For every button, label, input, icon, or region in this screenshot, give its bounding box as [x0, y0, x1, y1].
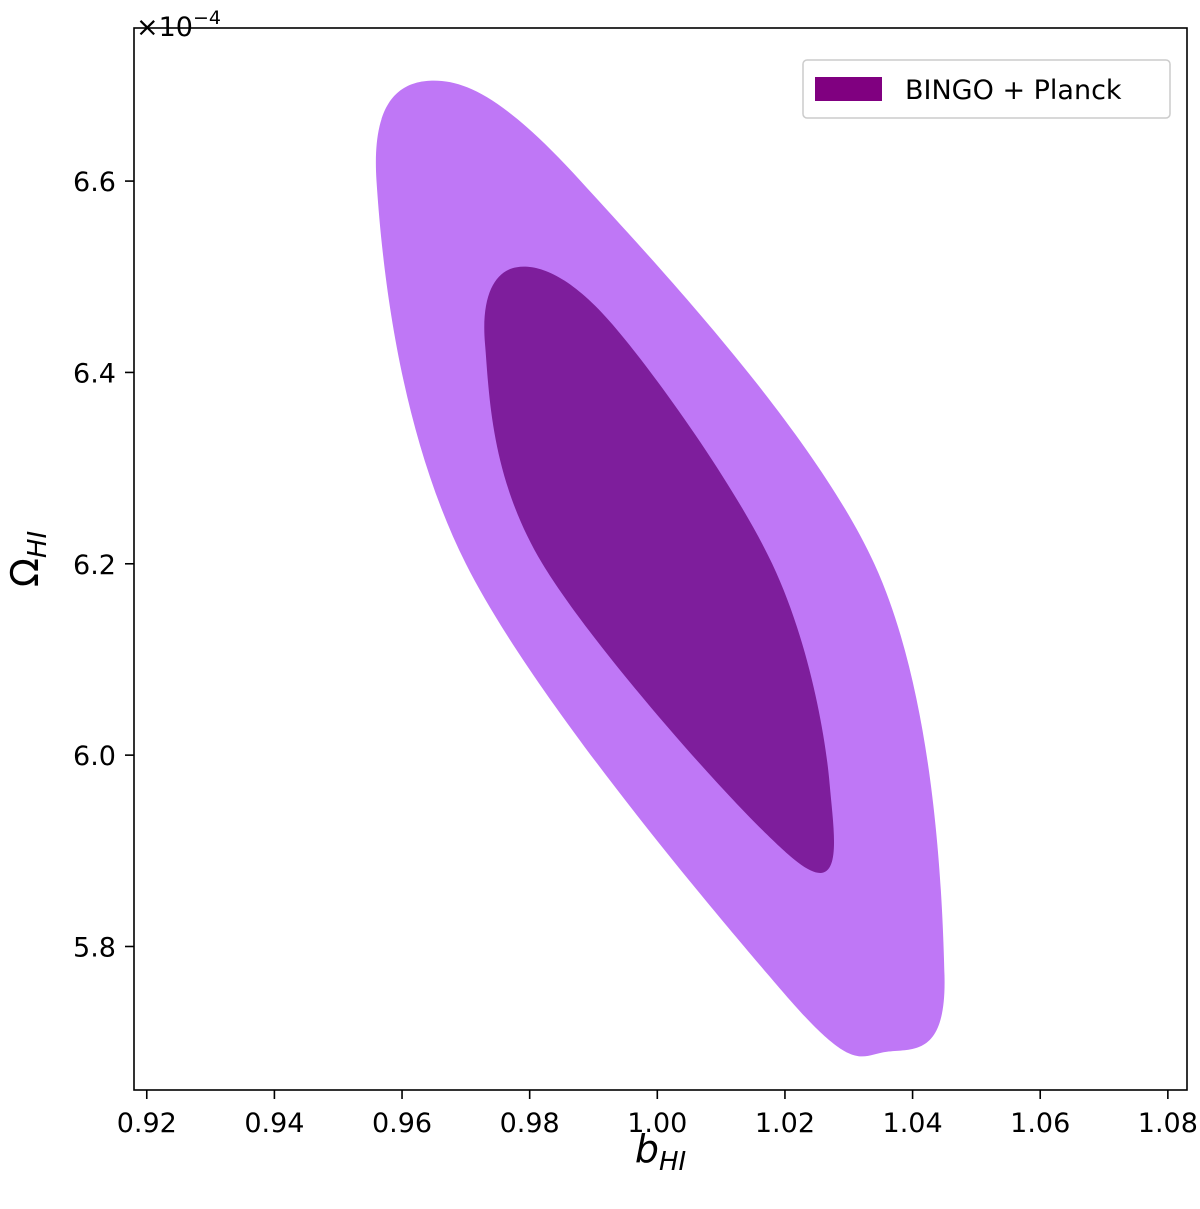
x-axis: 0.92 0.94 0.96 0.98 1.00 1.02 1.04 1.06 1.08 — [117, 1090, 1198, 1139]
x-tick-label: 1.00 — [627, 1108, 687, 1139]
x-axis-label-sub: HI — [659, 1147, 686, 1177]
y-offset-exponent: −4 — [193, 7, 221, 29]
y-tick-label: 6.0 — [73, 741, 116, 772]
legend-box — [802, 59, 1171, 119]
y-tick-label: 5.8 — [73, 932, 116, 963]
x-axis-label-main: b — [635, 1127, 659, 1171]
legend-swatch — [815, 77, 882, 101]
x-axis-label: bHI — [635, 1127, 686, 1177]
plot-area-frame — [133, 27, 1188, 1091]
y-axis-label-sub: HI — [23, 531, 53, 558]
x-tick-label: 1.06 — [1010, 1108, 1070, 1139]
legend: BINGO + Planck — [802, 59, 1171, 119]
contour-layer — [375, 80, 945, 1057]
y-offset-base: ×10 — [136, 12, 193, 43]
legend-label: BINGO + Planck — [905, 75, 1122, 106]
y-axis-label: ΩHI — [3, 531, 53, 587]
x-tick-label: 1.02 — [755, 1108, 815, 1139]
y-axis: 5.8 6.0 6.2 6.4 6.6 — [73, 167, 134, 963]
y-tick-label: 6.2 — [73, 550, 116, 581]
y-tick-label: 6.4 — [73, 358, 116, 389]
x-tick-label: 0.96 — [372, 1108, 432, 1139]
y-offset-label: ×10−4 — [136, 7, 221, 43]
x-tick-label: 1.08 — [1138, 1108, 1198, 1139]
x-tick-label: 0.92 — [117, 1108, 177, 1139]
x-tick-label: 0.98 — [500, 1108, 560, 1139]
y-axis-label-main: Ω — [3, 558, 47, 587]
x-tick-label: 1.04 — [883, 1108, 943, 1139]
y-tick-label: 6.6 — [73, 167, 116, 198]
contour-1-sigma — [484, 266, 835, 873]
x-tick-label: 0.94 — [244, 1108, 304, 1139]
